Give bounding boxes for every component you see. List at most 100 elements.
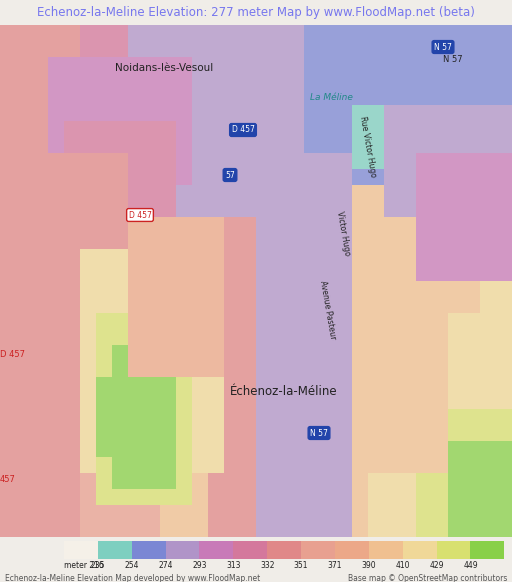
Bar: [0, 345, 16, 361]
Bar: [16, 313, 32, 329]
Bar: [368, 361, 384, 377]
Bar: [432, 473, 448, 489]
Bar: [80, 441, 96, 457]
Bar: [160, 361, 176, 377]
Bar: [224, 185, 240, 201]
Bar: [80, 473, 96, 489]
Bar: [480, 105, 496, 121]
Bar: [320, 265, 336, 281]
Bar: [336, 57, 352, 73]
Bar: [240, 505, 256, 521]
Bar: [448, 137, 464, 153]
Bar: [176, 249, 192, 265]
Bar: [240, 121, 256, 137]
Bar: [352, 409, 368, 425]
Bar: [208, 393, 224, 409]
Bar: [0, 281, 16, 297]
Bar: [176, 297, 192, 313]
Bar: [192, 377, 208, 393]
Bar: [224, 89, 240, 105]
Bar: [304, 25, 320, 41]
Bar: [96, 265, 112, 281]
Bar: [400, 265, 416, 281]
Bar: [256, 409, 272, 425]
Bar: [400, 457, 416, 473]
Bar: [128, 137, 144, 153]
Bar: [320, 249, 336, 265]
Bar: [400, 425, 416, 441]
Bar: [448, 441, 464, 457]
Bar: [176, 89, 192, 105]
Bar: [64, 473, 80, 489]
Bar: [304, 393, 320, 409]
Bar: [32, 265, 48, 281]
Bar: [432, 153, 448, 169]
Bar: [240, 41, 256, 57]
Bar: [240, 217, 256, 233]
Bar: [368, 57, 384, 73]
Bar: [368, 185, 384, 201]
Bar: [256, 473, 272, 489]
Bar: [176, 25, 192, 41]
Bar: [256, 25, 272, 41]
Bar: [496, 249, 512, 265]
Bar: [48, 169, 64, 185]
Bar: [304, 521, 320, 537]
Bar: [32, 281, 48, 297]
Bar: [0, 249, 16, 265]
Bar: [496, 57, 512, 73]
Bar: [96, 153, 112, 169]
Bar: [32, 505, 48, 521]
Bar: [144, 105, 160, 121]
Bar: [96, 505, 112, 521]
Bar: [400, 521, 416, 537]
Bar: [416, 89, 432, 105]
Bar: [464, 345, 480, 361]
Bar: [400, 41, 416, 57]
Bar: [448, 121, 464, 137]
Bar: [240, 233, 256, 249]
Bar: [288, 345, 304, 361]
Bar: [96, 73, 112, 89]
Bar: [256, 153, 272, 169]
Bar: [80, 313, 96, 329]
Bar: [32, 345, 48, 361]
Bar: [0, 169, 16, 185]
Bar: [256, 361, 272, 377]
Bar: [464, 393, 480, 409]
Bar: [416, 377, 432, 393]
Bar: [48, 441, 64, 457]
Bar: [128, 409, 144, 425]
Bar: [304, 473, 320, 489]
Bar: [368, 297, 384, 313]
Bar: [480, 409, 496, 425]
Bar: [48, 233, 64, 249]
Bar: [32, 105, 48, 121]
Bar: [144, 345, 160, 361]
Bar: [176, 41, 192, 57]
Bar: [480, 217, 496, 233]
Bar: [16, 233, 32, 249]
Bar: [304, 137, 320, 153]
Bar: [96, 121, 112, 137]
Bar: [384, 361, 400, 377]
Bar: [496, 185, 512, 201]
Bar: [96, 297, 112, 313]
Bar: [352, 25, 368, 41]
Bar: [144, 281, 160, 297]
Bar: [432, 105, 448, 121]
Bar: [352, 89, 368, 105]
Bar: [240, 377, 256, 393]
Bar: [16, 249, 32, 265]
Bar: [128, 249, 144, 265]
Bar: [416, 57, 432, 73]
Bar: [384, 121, 400, 137]
Bar: [208, 281, 224, 297]
Bar: [0, 409, 16, 425]
Bar: [336, 313, 352, 329]
Bar: [400, 57, 416, 73]
Bar: [224, 393, 240, 409]
Bar: [256, 89, 272, 105]
Bar: [432, 217, 448, 233]
Bar: [144, 265, 160, 281]
